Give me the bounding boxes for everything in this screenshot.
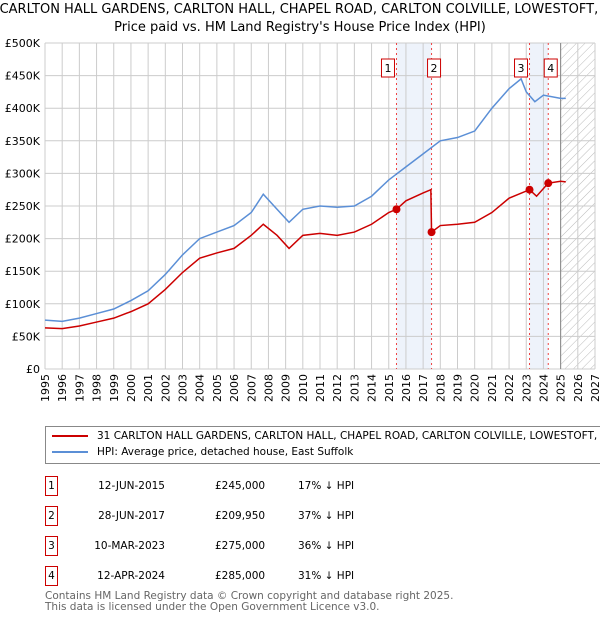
sale-row: 2 28-JUN-2017 £209,950 37% ↓ HPI xyxy=(45,506,545,526)
footer: Contains HM Land Registry data © Crown c… xyxy=(45,591,453,613)
y-tick-label: £200K xyxy=(5,233,41,246)
x-tick-label: 1998 xyxy=(91,374,104,402)
sale-label-box xyxy=(380,58,395,78)
sale-row: 1 12-JUN-2015 £245,000 17% ↓ HPI xyxy=(45,476,545,496)
chart-subtitle: Price paid vs. HM Land Registry's House … xyxy=(114,20,486,35)
sale-date: 10-MAR-2023 xyxy=(94,540,165,552)
sale-point xyxy=(392,205,401,214)
series-line xyxy=(44,77,566,323)
x-tick-label: 2020 xyxy=(469,374,482,402)
sale-marker-number: 3 xyxy=(45,536,58,556)
x-tick-label: 2009 xyxy=(280,374,293,402)
sale-price: £275,000 xyxy=(215,540,266,552)
sale-label-box xyxy=(514,58,529,78)
footer-line-2: This data is licensed under the Open Gov… xyxy=(45,601,380,613)
sale-label: 3 xyxy=(518,62,525,75)
x-tick-label: 2024 xyxy=(537,374,550,402)
sale-hpi-diff: 31% ↓ HPI xyxy=(298,570,355,582)
x-tick-label: 1995 xyxy=(39,374,52,402)
sale-label: 4 xyxy=(547,62,554,75)
x-tick-label: 2001 xyxy=(142,374,155,402)
y-tick-label: £250K xyxy=(5,200,41,213)
y-tick-label: £0 xyxy=(26,363,40,376)
x-tick-label: 2021 xyxy=(486,374,499,402)
legend-label-hpi: HPI: Average price, detached house, East… xyxy=(97,446,354,458)
sale-point xyxy=(427,228,436,237)
y-tick-label: £300K xyxy=(5,167,41,180)
price-chart: 1995 1996 1997 1998 1999 2000 2001 2002 2003 2004… xyxy=(5,37,600,402)
sale-label: 2 xyxy=(431,62,438,75)
sale-hpi-diff: 36% ↓ HPI xyxy=(298,540,355,552)
x-tick-label: 2000 xyxy=(125,374,138,402)
sale-date: 28-JUN-2017 xyxy=(98,510,165,522)
legend-line-property xyxy=(52,435,88,437)
sale-marker-number: 4 xyxy=(45,566,58,586)
legend-line-hpi xyxy=(52,451,88,453)
x-tick-label: 2016 xyxy=(400,374,413,402)
y-tick-label: £450K xyxy=(5,70,41,83)
sale-hpi-diff: 37% ↓ HPI xyxy=(298,510,355,522)
x-tick-label: 2015 xyxy=(383,374,396,402)
sale-label-box xyxy=(543,58,558,78)
x-tick-label: 2010 xyxy=(297,374,310,402)
sale-price: £209,950 xyxy=(215,510,266,522)
y-tick-label: £500K xyxy=(5,37,41,50)
y-tick-label: £100K xyxy=(5,298,41,311)
x-tick-label: 2007 xyxy=(245,374,258,402)
x-tick-label: 2003 xyxy=(177,374,190,402)
sale-price: £285,000 xyxy=(215,570,266,582)
x-tick-label: 2018 xyxy=(434,374,447,402)
y-tick-label: £150K xyxy=(5,265,41,278)
x-tick-label: 2026 xyxy=(572,374,585,402)
footer-line-1: Contains HM Land Registry data © Crown c… xyxy=(45,590,454,602)
sale-row: 3 10-MAR-2023 £275,000 36% ↓ HPI xyxy=(45,536,545,556)
sale-point xyxy=(525,185,534,194)
x-tick-label: 2019 xyxy=(452,374,465,402)
x-tick-label: 1997 xyxy=(73,374,86,402)
sale-marker-number: 2 xyxy=(45,506,58,526)
sale-marker-number: 1 xyxy=(45,476,58,496)
series-line xyxy=(44,180,566,330)
x-tick-label: 1996 xyxy=(56,374,69,402)
y-tick-label: £50K xyxy=(12,330,41,343)
x-tick-label: 2014 xyxy=(366,374,379,402)
sale-point xyxy=(544,179,553,188)
x-tick-label: 2013 xyxy=(348,374,361,402)
x-tick-label: 2004 xyxy=(194,374,207,402)
x-tick-label: 2017 xyxy=(417,374,430,402)
sale-label: 1 xyxy=(384,62,391,75)
sale-date: 12-JUN-2015 xyxy=(98,480,165,492)
x-tick-label: 2005 xyxy=(211,374,224,402)
x-tick-label: 2027 xyxy=(589,374,600,402)
x-tick-label: 2011 xyxy=(314,374,327,402)
sale-hpi-diff: 17% ↓ HPI xyxy=(298,480,355,492)
sale-price: £245,000 xyxy=(215,480,266,492)
x-tick-label: 2012 xyxy=(331,374,344,402)
chart-title: 31 CARLTON HALL GARDENS, CARLTON HALL, C… xyxy=(0,2,600,17)
x-tick-label: 2025 xyxy=(555,374,568,402)
y-tick-label: £350K xyxy=(5,135,41,148)
x-tick-label: 2006 xyxy=(228,374,241,402)
x-tick-label: 2023 xyxy=(520,374,533,402)
x-tick-label: 1999 xyxy=(108,374,121,402)
legend-label-property: 31 CARLTON HALL GARDENS, CARLTON HALL, C… xyxy=(97,430,598,442)
sale-row: 4 12-APR-2024 £285,000 31% ↓ HPI xyxy=(45,566,545,586)
y-tick-label: £400K xyxy=(5,102,41,115)
legend: 31 CARLTON HALL GARDENS, CARLTON HALL, C… xyxy=(45,426,600,464)
x-tick-label: 2008 xyxy=(262,374,275,402)
x-tick-label: 2002 xyxy=(159,374,172,402)
x-tick-label: 2022 xyxy=(503,374,516,402)
sale-date: 12-APR-2024 xyxy=(97,570,165,582)
sale-label-box xyxy=(427,58,442,78)
